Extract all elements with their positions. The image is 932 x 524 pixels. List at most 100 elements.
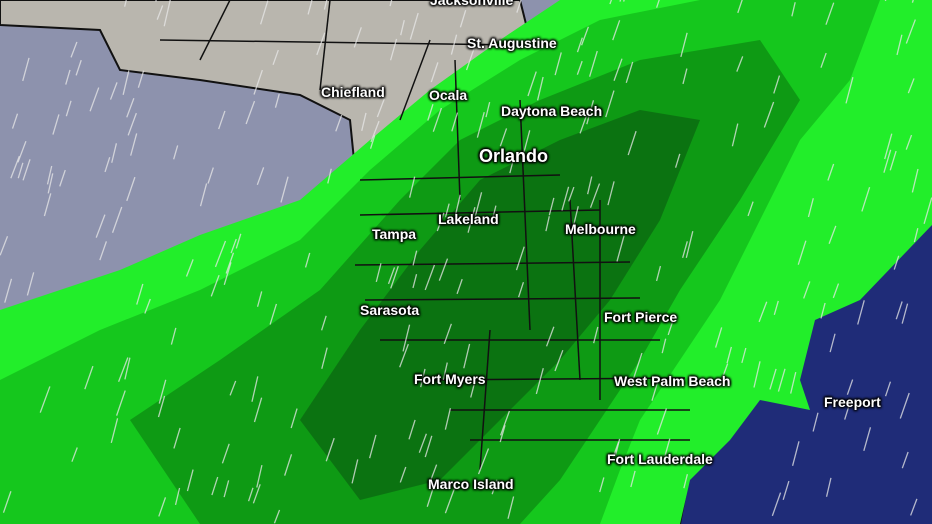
wind-arrow <box>893 255 900 270</box>
wind-arrow <box>127 112 137 136</box>
wind-arrow <box>527 71 537 97</box>
city-label-chiefland: Chiefland <box>321 84 385 100</box>
wind-arrow <box>718 363 729 387</box>
wind-arrow <box>599 477 605 493</box>
wind-arrow <box>825 477 832 497</box>
wind-arrow <box>605 90 615 118</box>
city-label-west-palm-beach: West Palm Beach <box>614 373 731 389</box>
wind-arrow <box>117 357 129 382</box>
wind-arrow <box>763 101 775 128</box>
wind-arrow <box>235 233 242 249</box>
wind-arrow <box>0 236 9 256</box>
wind-arrow <box>463 343 471 369</box>
wind-arrow <box>409 176 416 198</box>
wind-arrow <box>22 159 31 181</box>
wind-arrow <box>214 240 227 268</box>
wind-arrow <box>95 214 106 238</box>
wind-arrow <box>52 114 60 135</box>
wind-arrow <box>185 259 194 277</box>
wind-arrow <box>612 441 620 459</box>
wind-arrow <box>173 145 179 160</box>
city-label-orlando: Orlando <box>479 146 549 166</box>
wind-arrow <box>136 283 144 305</box>
wind-arrow <box>173 427 181 449</box>
wind-arrow <box>661 338 667 354</box>
wind-arrow <box>561 186 570 211</box>
wind-arrow <box>376 98 385 118</box>
wind-arrow <box>588 50 598 77</box>
wind-arrow <box>253 397 263 423</box>
wind-arrow <box>370 120 380 143</box>
wind-arrow <box>459 9 467 28</box>
wind-arrow <box>321 347 328 369</box>
wind-arrow <box>84 365 94 390</box>
wind-arrow <box>572 206 579 227</box>
wind-arrow <box>230 238 237 254</box>
wind-arrow <box>758 301 768 323</box>
wind-arrow <box>65 69 71 85</box>
county-border <box>199 0 231 61</box>
wind-arrow <box>387 267 396 285</box>
wind-arrow <box>681 241 688 259</box>
wind-arrow <box>627 130 637 156</box>
wind-arrow <box>307 0 313 15</box>
wind-arrow <box>896 34 903 56</box>
wind-arrow <box>884 133 893 160</box>
wind-arrow <box>10 155 20 179</box>
wind-arrow <box>130 133 138 156</box>
wind-arrow <box>210 274 220 297</box>
wind-arrow <box>545 326 555 347</box>
wind-arrow <box>70 41 78 58</box>
wind-arrow <box>256 167 265 186</box>
wind-arrow <box>714 327 723 348</box>
wind-arrow <box>304 252 311 268</box>
county-border <box>319 0 331 91</box>
wind-arrow <box>320 315 327 331</box>
wind-arrow <box>474 192 483 217</box>
city-label-marco-island: Marco Island <box>428 476 514 492</box>
wind-arrow <box>327 168 332 184</box>
wind-arrow <box>390 266 399 289</box>
wind-arrow <box>509 157 515 174</box>
wind-arrow <box>820 302 826 319</box>
wind-arrow <box>476 112 485 138</box>
wind-arrow <box>400 20 405 36</box>
wind-arrow <box>913 228 919 243</box>
wind-arrow <box>256 464 263 488</box>
wind-arrow <box>126 98 135 118</box>
wind-arrow <box>247 487 254 502</box>
wind-arrow <box>911 168 919 193</box>
wind-arrow <box>280 176 289 203</box>
wind-arrow <box>284 454 293 476</box>
wind-arrow <box>389 38 398 61</box>
wind-arrow <box>89 87 100 112</box>
wind-arrow <box>432 107 443 132</box>
wind-arrow <box>124 357 131 380</box>
wind-arrow <box>444 487 456 514</box>
wind-arrow <box>26 272 35 296</box>
wind-arrow <box>158 379 167 404</box>
wind-arrow <box>259 0 269 25</box>
wind-arrow <box>424 435 433 458</box>
wind-arrow <box>17 162 24 179</box>
wind-arrow <box>667 317 675 336</box>
wind-arrow <box>46 165 53 185</box>
wind-arrow <box>43 193 52 217</box>
wind-arrow <box>579 114 588 134</box>
wind-arrow <box>632 352 643 379</box>
wind-arrow <box>223 262 232 286</box>
wind-arrow <box>126 176 136 202</box>
city-label-tampa: Tampa <box>372 226 417 242</box>
wind-arrow <box>251 376 259 402</box>
wind-arrow <box>883 149 892 173</box>
wind-arrow <box>174 487 181 505</box>
wind-arrow <box>905 19 916 44</box>
wind-arrow <box>829 333 836 353</box>
wind-arrow <box>290 408 298 429</box>
wind-arrow <box>158 497 167 517</box>
wind-arrow <box>589 183 601 208</box>
wind-arrow <box>443 323 453 345</box>
wind-arrow <box>586 176 593 195</box>
wind-arrow <box>682 68 688 85</box>
